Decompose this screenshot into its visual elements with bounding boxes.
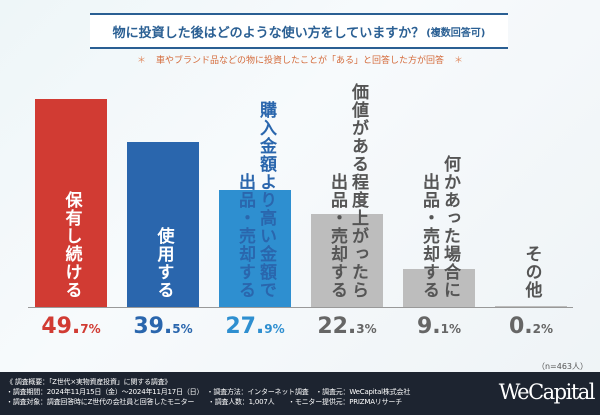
- bar-label: その他: [495, 245, 567, 299]
- bar: [403, 268, 475, 307]
- category-label: その他: [521, 245, 542, 299]
- bar-label: 使用する: [127, 227, 199, 299]
- bar: [219, 190, 291, 307]
- category-label: 購入金額より高い金額で: [256, 101, 276, 299]
- category-label: 保有し続ける: [61, 191, 82, 299]
- x-axis-line: [28, 307, 573, 308]
- chart-subtitle: ＊ 車やブランド品などの物に投資したことが「ある」と回答した方が回答 ＊: [0, 53, 600, 66]
- category-label: 使用する: [153, 227, 174, 299]
- category-label: 出品・売却する: [419, 173, 439, 299]
- bar: [35, 99, 107, 307]
- value-label: 49.7%: [41, 314, 101, 339]
- bar: [311, 213, 383, 307]
- bar: [495, 306, 567, 307]
- bar-label: 購入金額より高い金額で 出品・売却する: [219, 101, 291, 299]
- category-label: 価値がある程度上がったら: [348, 83, 368, 299]
- asterisk-icon: ＊: [454, 56, 464, 66]
- category-label: 出品・売却する: [327, 173, 347, 299]
- footer-text: 《 調査概要：「Z世代×実物資産投資」に関する調査》 ・調査期間：2024年11…: [6, 377, 464, 407]
- subtitle-text: 車やブランド品などの物に投資したことが「ある」と回答した方が回答: [155, 56, 444, 66]
- bar-label: 保有し続ける: [35, 191, 107, 299]
- value-label: 9.1%: [416, 314, 462, 339]
- asterisk-icon: ＊: [136, 56, 146, 66]
- wecapital-logo: WeCapital: [498, 380, 596, 404]
- chart-title: 物に投資した後はどのような使い方をしていますか？ (複数回答可): [90, 13, 508, 49]
- value-label: 27.9%: [225, 314, 285, 339]
- footer-line: ・調査期間：2024年11月15日（金）〜2024年11月17日（日） ・調査方…: [6, 388, 411, 396]
- bar-label: 価値がある程度上がったら 出品・売却する: [311, 83, 383, 299]
- value-label: 39.5%: [133, 314, 193, 339]
- category-label: 何かあった場合に: [440, 155, 460, 299]
- footer-line: ・調査対象：調査回答時にZ世代の会社員と回答したモニター ・調査人数：1,007…: [6, 398, 403, 406]
- title-text: 物に投資した後はどのような使い方をしていますか？: [112, 25, 425, 41]
- sample-size: （n=463人）: [536, 362, 588, 371]
- bar-chart: 保有し続ける 49.7% 使用する 39.5% 購入金額より高い金額で 出品・売却する 27…: [35, 83, 567, 339]
- category-label: 出品・売却する: [235, 173, 255, 299]
- title-note: (複数回答可): [426, 27, 486, 39]
- survey-footer: 《 調査概要：「Z世代×実物資産投資」に関する調査》 ・調査期間：2024年11…: [0, 372, 600, 415]
- value-label: 22.3%: [317, 314, 377, 339]
- value-label: 0.2%: [508, 314, 554, 339]
- footer-line: 《 調査概要：「Z世代×実物資産投資」に関する調査》: [6, 378, 172, 386]
- bar-label: 何かあった場合に 出品・売却する: [403, 155, 475, 299]
- bar: [127, 141, 199, 307]
